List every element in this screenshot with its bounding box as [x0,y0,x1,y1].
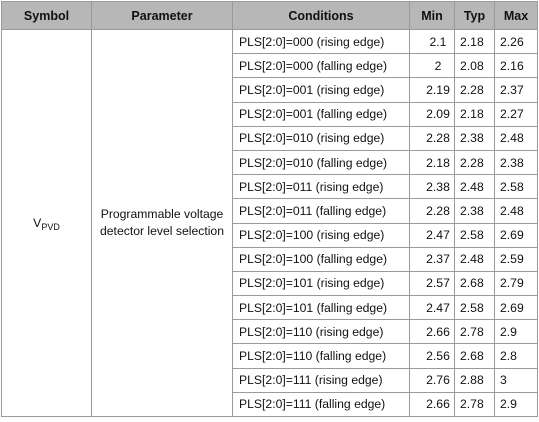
typ-cell: 2.28 [455,78,495,102]
typ-cell: 2.18 [455,102,495,126]
header-symbol: Symbol [2,2,92,30]
condition-cell: PLS[2:0]=000 (rising edge) [233,30,410,54]
typ-cell: 2.28 [455,150,495,174]
condition-cell: PLS[2:0]=110 (rising edge) [233,320,410,344]
condition-cell: PLS[2:0]=001 (rising edge) [233,78,410,102]
condition-cell: PLS[2:0]=110 (falling edge) [233,344,410,368]
max-cell: 2.37 [495,78,538,102]
typ-cell: 2.88 [455,368,495,392]
min-cell: 2.56 [410,344,455,368]
condition-cell: PLS[2:0]=100 (rising edge) [233,223,410,247]
typ-cell: 2.68 [455,271,495,295]
max-cell: 2.79 [495,271,538,295]
max-cell: 2.69 [495,296,538,320]
min-cell: 2.76 [410,368,455,392]
min-cell: 2.47 [410,296,455,320]
max-cell: 2.69 [495,223,538,247]
condition-cell: PLS[2:0]=101 (falling edge) [233,296,410,320]
min-cell: 2.28 [410,199,455,223]
min-cell: 2.19 [410,78,455,102]
header-conditions: Conditions [233,2,410,30]
min-cell: 2.37 [410,247,455,271]
min-cell: 2.28 [410,126,455,150]
condition-cell: PLS[2:0]=011 (falling edge) [233,199,410,223]
typ-cell: 2.78 [455,320,495,344]
typ-cell: 2.08 [455,54,495,78]
max-cell: 2.58 [495,175,538,199]
typ-cell: 2.68 [455,344,495,368]
max-cell: 2.48 [495,126,538,150]
condition-cell: PLS[2:0]=010 (rising edge) [233,126,410,150]
header-parameter: Parameter [92,2,233,30]
table-body: VPVD Programmable voltage detector level … [2,30,538,417]
max-cell: 2.38 [495,150,538,174]
typ-cell: 2.48 [455,175,495,199]
header-row: Symbol Parameter Conditions Min Typ Max [2,2,538,30]
min-cell: 2.38 [410,175,455,199]
max-cell: 2.8 [495,344,538,368]
symbol-subscript: PVD [41,222,60,232]
condition-cell: PLS[2:0]=010 (falling edge) [233,150,410,174]
condition-cell: PLS[2:0]=101 (rising edge) [233,271,410,295]
parameter-cell: Programmable voltage detector level sele… [92,30,233,417]
min-cell: 2.66 [410,392,455,416]
typ-cell: 2.38 [455,126,495,150]
header-max: Max [495,2,538,30]
condition-cell: PLS[2:0]=000 (falling edge) [233,54,410,78]
condition-cell: PLS[2:0]=111 (rising edge) [233,368,410,392]
table-header: Symbol Parameter Conditions Min Typ Max [2,2,538,30]
min-cell: 2.57 [410,271,455,295]
min-cell: 2.66 [410,320,455,344]
min-cell: 2.1 [410,30,455,54]
max-cell: 2.16 [495,54,538,78]
condition-cell: PLS[2:0]=100 (falling edge) [233,247,410,271]
typ-cell: 2.48 [455,247,495,271]
header-min: Min [410,2,455,30]
typ-cell: 2.58 [455,223,495,247]
symbol-cell: VPVD [2,30,92,417]
min-cell: 2 [410,54,455,78]
min-cell: 2.18 [410,150,455,174]
max-cell: 2.9 [495,320,538,344]
typ-cell: 2.58 [455,296,495,320]
min-cell: 2.47 [410,223,455,247]
table-row: VPVD Programmable voltage detector level … [2,30,538,54]
typ-cell: 2.38 [455,199,495,223]
typ-cell: 2.78 [455,392,495,416]
condition-cell: PLS[2:0]=001 (falling edge) [233,102,410,126]
max-cell: 2.26 [495,30,538,54]
max-cell: 2.27 [495,102,538,126]
typ-cell: 2.18 [455,30,495,54]
max-cell: 2.48 [495,199,538,223]
max-cell: 3 [495,368,538,392]
condition-cell: PLS[2:0]=011 (rising edge) [233,175,410,199]
condition-cell: PLS[2:0]=111 (falling edge) [233,392,410,416]
header-typ: Typ [455,2,495,30]
max-cell: 2.59 [495,247,538,271]
min-cell: 2.09 [410,102,455,126]
max-cell: 2.9 [495,392,538,416]
